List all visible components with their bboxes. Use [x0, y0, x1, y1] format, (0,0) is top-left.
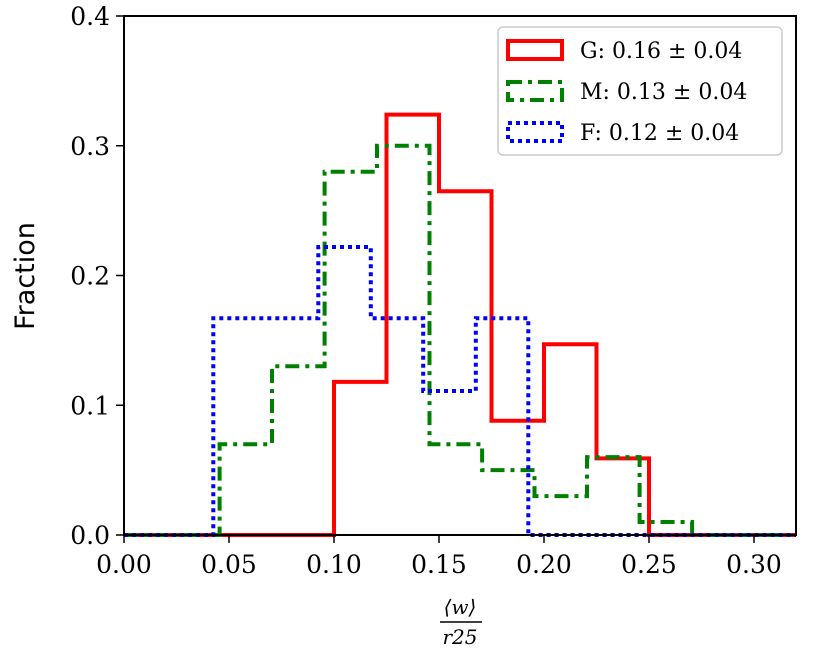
x-tick-label: 0.05 — [201, 550, 257, 579]
y-tick-label: 0.1 — [70, 391, 110, 420]
y-tick-label: 0.2 — [70, 262, 110, 291]
series-g-histogram — [124, 112, 796, 537]
x-tick-label: 0.30 — [726, 550, 782, 579]
x-axis-ticks: 0.00 0.05 0.10 0.15 0.20 0.25 0.30 — [96, 535, 782, 579]
series-f-histogram — [124, 245, 796, 537]
x-tick-label: 0.15 — [411, 550, 467, 579]
legend-handle-f — [506, 121, 564, 143]
y-axis-ticks: 0.0 0.1 0.2 0.3 0.4 — [70, 2, 124, 550]
legend-handle-g — [506, 39, 564, 61]
x-tick-label: 0.00 — [96, 550, 152, 579]
x-tick-label: 0.10 — [306, 550, 362, 579]
y-axis-label: Fraction — [10, 222, 41, 330]
legend: G: 0.16 ± 0.04 M: 0.13 ± 0.04 F: 0.12 ± 0.… — [497, 26, 783, 156]
x-tick-label: 0.20 — [516, 550, 572, 579]
series-layer — [124, 112, 796, 537]
legend-label-f: F: 0.12 ± 0.04 — [580, 121, 739, 146]
x-axis-label-numerator: ⟨w⟩ — [444, 595, 477, 619]
x-axis-label: ⟨w⟩ r25 — [440, 595, 482, 649]
y-tick-label: 0.4 — [70, 2, 110, 31]
y-tick-label: 0.0 — [70, 521, 110, 550]
series-m-histogram — [124, 143, 796, 537]
legend-label-m: M: 0.13 ± 0.04 — [580, 80, 747, 105]
legend-handle-m — [506, 80, 564, 102]
legend-label-g: G: 0.16 ± 0.04 — [580, 39, 742, 64]
y-tick-label: 0.3 — [70, 132, 110, 161]
x-axis-label-denominator: r25 — [442, 625, 477, 649]
x-tick-label: 0.25 — [621, 550, 677, 579]
legend-box — [497, 26, 783, 156]
